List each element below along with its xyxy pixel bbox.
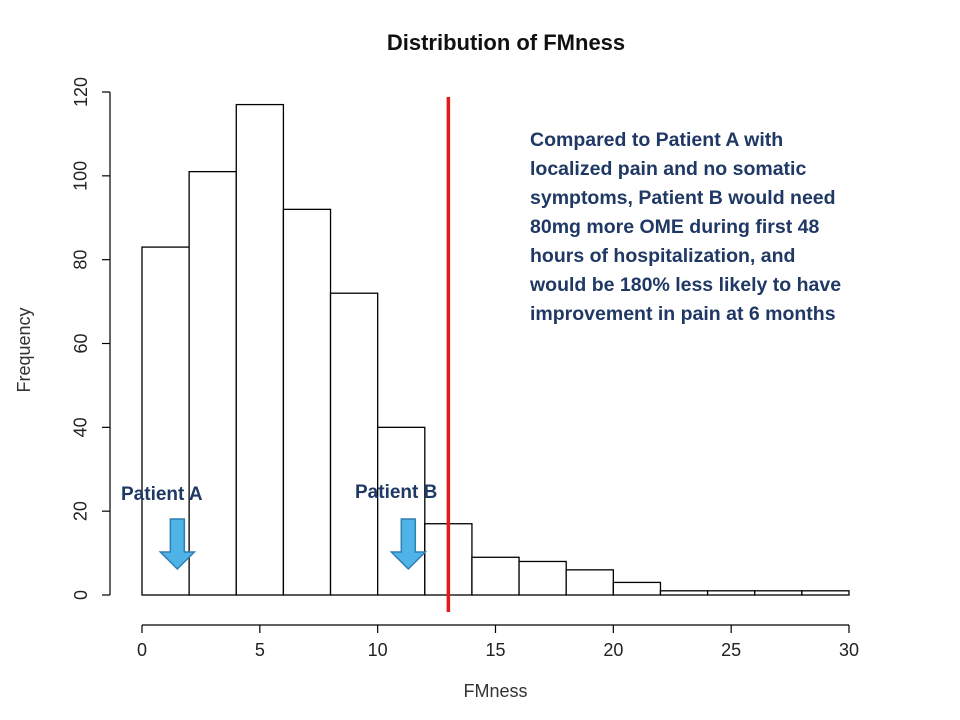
histogram-bar	[188, 170, 237, 596]
x-tick-label: 15	[485, 640, 505, 660]
patient-b-label: Patient B	[355, 482, 438, 503]
x-tick-label: 25	[721, 640, 741, 660]
patient-b-arrow-icon	[389, 518, 428, 571]
histogram-bar	[659, 590, 709, 596]
histogram-bar	[612, 581, 662, 596]
chart-title: Distribution of FMness	[386, 30, 626, 55]
y-tick-label: 100	[71, 161, 91, 191]
patient-a-label: Patient A	[121, 484, 203, 505]
histogram-bar	[377, 426, 426, 596]
x-tick-label: 20	[603, 640, 623, 660]
x-tick-label: 5	[255, 640, 265, 660]
histogram-bar	[235, 103, 285, 596]
y-tick-label: 80	[71, 250, 91, 270]
y-tick-label: 0	[71, 590, 91, 600]
y-tick-label: 40	[71, 417, 91, 437]
y-tick-label: 120	[71, 77, 91, 107]
histogram-bar	[565, 569, 614, 596]
histogram-bar	[801, 590, 850, 596]
histogram-bar	[706, 590, 756, 596]
x-tick-label: 30	[839, 640, 859, 660]
x-tick-label: 10	[368, 640, 388, 660]
histogram-bar	[282, 208, 332, 596]
y-axis-label: Frequency	[14, 307, 34, 392]
x-axis-label: FMness	[463, 681, 527, 701]
x-tick-label: 0	[137, 640, 147, 660]
histogram-bar	[329, 292, 379, 596]
patient-a-arrow-icon	[158, 518, 197, 571]
histogram-bar	[518, 560, 567, 596]
y-tick-label: 20	[71, 501, 91, 521]
histogram-bar	[754, 590, 803, 596]
histogram-bar	[471, 556, 520, 596]
y-tick-label: 60	[71, 333, 91, 353]
callout-text: Compared to Patient A with localized pai…	[530, 129, 842, 325]
